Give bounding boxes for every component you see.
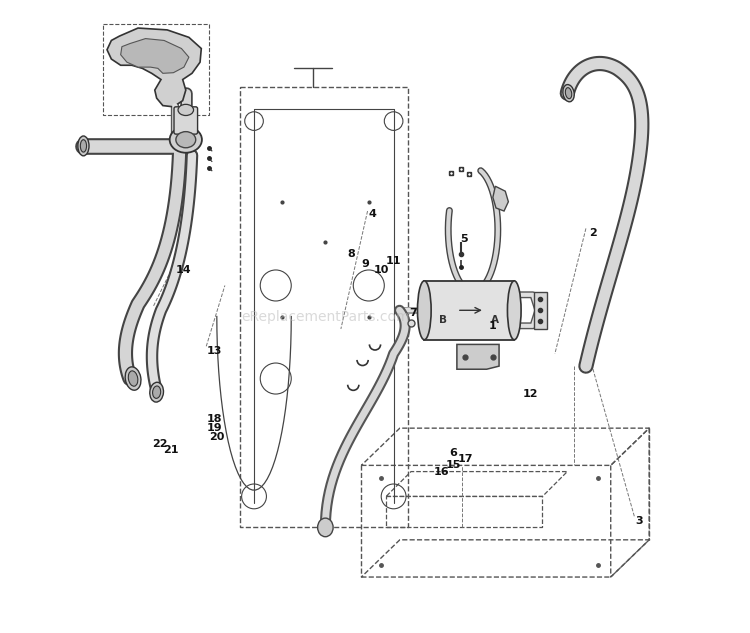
Text: 19: 19 <box>206 423 222 433</box>
Text: 11: 11 <box>386 256 402 266</box>
Ellipse shape <box>508 281 521 340</box>
Text: 17: 17 <box>458 454 474 464</box>
Polygon shape <box>493 186 508 211</box>
Ellipse shape <box>150 382 164 402</box>
Polygon shape <box>121 39 189 73</box>
Polygon shape <box>457 344 499 369</box>
Ellipse shape <box>178 104 194 115</box>
Text: 22: 22 <box>152 439 167 449</box>
Text: 12: 12 <box>523 389 538 399</box>
Ellipse shape <box>170 127 202 153</box>
FancyBboxPatch shape <box>424 281 514 340</box>
Text: 16: 16 <box>433 467 449 477</box>
FancyBboxPatch shape <box>534 292 547 329</box>
Text: 1: 1 <box>489 321 497 331</box>
Text: 6: 6 <box>449 448 458 458</box>
Text: 21: 21 <box>163 445 178 455</box>
Ellipse shape <box>125 367 141 390</box>
Text: 7: 7 <box>409 308 417 318</box>
Text: 10: 10 <box>374 265 389 275</box>
Text: 13: 13 <box>206 346 222 356</box>
Ellipse shape <box>562 85 574 102</box>
Text: 18: 18 <box>206 414 222 424</box>
Text: 4: 4 <box>369 209 376 219</box>
Ellipse shape <box>418 281 431 340</box>
Text: 8: 8 <box>347 249 355 260</box>
Text: B: B <box>440 315 447 325</box>
Ellipse shape <box>152 386 160 398</box>
Text: 2: 2 <box>589 228 597 238</box>
Ellipse shape <box>317 518 333 537</box>
Ellipse shape <box>128 371 138 386</box>
Ellipse shape <box>566 87 572 99</box>
Text: 14: 14 <box>176 265 191 275</box>
Ellipse shape <box>78 136 89 156</box>
Ellipse shape <box>176 132 196 147</box>
Text: 20: 20 <box>209 432 224 442</box>
Polygon shape <box>107 28 201 107</box>
FancyBboxPatch shape <box>174 107 197 134</box>
Text: A: A <box>491 315 500 325</box>
Text: 15: 15 <box>446 460 461 470</box>
Text: 3: 3 <box>635 517 644 526</box>
Text: eReplacementParts.com: eReplacementParts.com <box>241 310 410 323</box>
Ellipse shape <box>80 140 86 152</box>
Text: 5: 5 <box>460 234 468 244</box>
Text: 9: 9 <box>362 259 369 269</box>
